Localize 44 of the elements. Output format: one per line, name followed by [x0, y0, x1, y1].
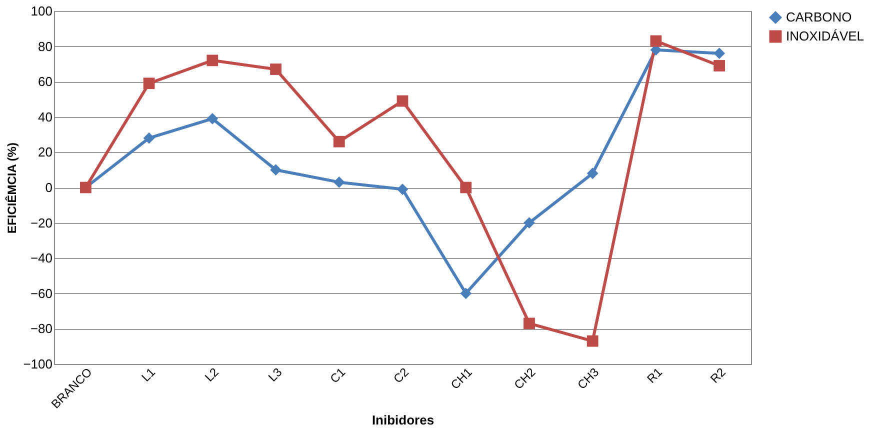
x-tick-label: R2: [708, 364, 729, 386]
x-axis-title: Inibidores: [372, 412, 434, 428]
y-tick-label: 20: [38, 144, 52, 160]
y-tick-label: 0: [45, 180, 52, 195]
point: [206, 54, 218, 66]
x-tick-label: CH3: [574, 364, 602, 392]
point: [714, 48, 726, 60]
point: [460, 288, 472, 300]
point: [586, 335, 598, 347]
legend-label: INOXIDÁVEL: [786, 28, 864, 44]
y-tick-label: 40: [38, 109, 52, 124]
point: [270, 64, 282, 75]
point: [460, 182, 472, 194]
x-tick-label: R1: [644, 364, 666, 386]
point: [524, 318, 535, 330]
x-tick-label: L3: [265, 364, 285, 384]
point: [206, 112, 218, 124]
y-tick-label: −60: [30, 286, 52, 301]
y-tick-label: −40: [30, 250, 52, 266]
point: [714, 60, 726, 72]
x-tick-label: CH2: [511, 364, 538, 392]
point: [143, 132, 155, 144]
point: [396, 95, 408, 107]
point: [396, 184, 408, 195]
x-tick-label: L1: [138, 364, 158, 384]
point: [143, 78, 155, 90]
x-tick-label: C1: [327, 364, 348, 386]
x-tick-label: C2: [390, 364, 412, 386]
y-tick-label: 60: [38, 74, 52, 90]
point: [650, 35, 662, 47]
y-tick-label: 80: [38, 38, 52, 54]
point: [270, 164, 282, 176]
x-tick-label: L2: [202, 364, 222, 384]
y-tick-label: 100: [30, 4, 52, 18]
point: [333, 136, 345, 148]
point: [333, 176, 345, 188]
legend-label: CARBONO: [786, 10, 852, 24]
y-tick-label: −80: [30, 321, 52, 336]
point: [524, 217, 535, 228]
y-axis-title: EFICIÊMCIA (%): [5, 142, 20, 234]
point: [586, 168, 598, 180]
y-tick-label: −100: [23, 356, 52, 372]
y-tick-label: −20: [30, 215, 52, 230]
x-tick-label: CH1: [448, 364, 476, 392]
